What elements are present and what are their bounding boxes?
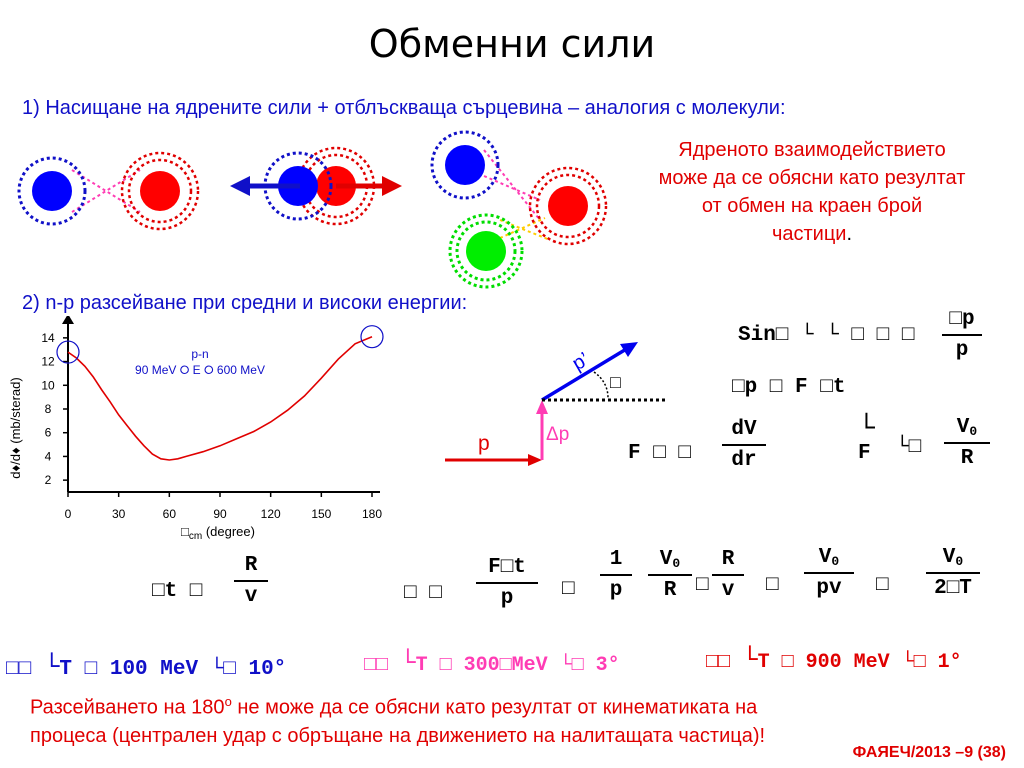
chart-x-tick-label: 30 [112, 507, 126, 521]
force-formula-lhs: F □ □ [628, 442, 692, 465]
chain-eq-1: □ [562, 578, 575, 601]
chain-fraction-5: V0 pv [804, 546, 854, 600]
force-approx-fraction: V0 R [944, 416, 990, 470]
pair-separated [17, 151, 200, 231]
triple-exchange [430, 130, 608, 289]
chart-y-tick-label: 2 [45, 473, 52, 487]
slide-footer: ФАЯЕЧ/2013 –9 (38) [852, 744, 1006, 761]
chain-mid: □ [696, 574, 709, 597]
chart-x-tick-label: 90 [213, 507, 227, 521]
chart-x-tick-label: 60 [163, 507, 177, 521]
chart-x-tick-label: 150 [311, 507, 331, 521]
momentum-transfer-diagram: p p’ Δp □ [445, 342, 666, 466]
chain-fraction-3: V0 R [648, 548, 692, 602]
chain-eq-2: □ [766, 574, 779, 597]
chart-x-tick-label: 120 [261, 507, 281, 521]
chart-highlight-circle-0 [56, 340, 80, 364]
chain-fraction-6: V0 2□T [926, 546, 980, 600]
dp-label: Δp [546, 424, 569, 445]
point-1-text: 1) Насищане на ядрените сили + отблъсква… [22, 97, 786, 119]
conclusion-text: Разсейването на 180o не може да се обясн… [30, 694, 766, 747]
force-approx-f: F [858, 442, 871, 465]
sin-fraction: □p p [942, 308, 982, 362]
theta-symbol: □ [610, 372, 621, 392]
nucleon-exchange-illustration [17, 130, 608, 289]
impulse-formula: □p □ F □t [732, 376, 846, 399]
chart-y-tick-label: 12 [41, 355, 55, 369]
cross-section-chart: d♦/d♦ (mb/sterad) p-n 90 MeV ⭘ E ⭘ 600 M… [8, 316, 384, 542]
chart-x-tick-label: 180 [362, 507, 382, 521]
chart-x-label: □cm (degree) [181, 524, 255, 542]
chain-fraction-1: F□t p [476, 556, 538, 610]
page-title: Обменни сили [368, 22, 656, 66]
chart-y-tick-label: 14 [41, 331, 55, 345]
chart-annotation-range: 90 MeV ⭘ E ⭘ 600 MeV [135, 363, 265, 377]
energy-case-300mev: □□ └T □ 300□MeV └□ 3° [364, 648, 620, 678]
chart-y-tick-label: 4 [45, 449, 52, 463]
chart-highlight-circle-180 [360, 325, 384, 349]
chart-annotation-top: p-n [191, 347, 208, 361]
chart-y-tick-label: 8 [45, 402, 52, 416]
time-formula-lhs: □t □ [152, 580, 203, 603]
force-approx-mid: └□ [896, 436, 922, 459]
sin-formula-lhs: Sin□ └ └ □ □ □ [738, 324, 915, 347]
chart-y-tick-label: 6 [45, 426, 52, 440]
chart-y-label: d♦/d♦ (mb/sterad) [8, 377, 23, 478]
p-label: p [478, 432, 490, 455]
chart-y-tick-label: 10 [41, 378, 55, 392]
force-derivative-fraction: dV dr [722, 418, 766, 472]
chain-lhs: □ □ [404, 582, 442, 605]
point-2-text: 2) n-p разсейване при средни и високи ен… [22, 292, 468, 314]
force-approx-bar: └ [858, 414, 875, 445]
energy-case-900mev: □□ └T □ 900 MeV └□ 1° [706, 645, 962, 675]
pair-repulsive-core [230, 146, 402, 226]
chain-eq-3: □ [876, 574, 889, 597]
chart-series-line [67, 335, 373, 461]
exchange-explanation: Ядреното взаимодействието може да се обя… [658, 139, 966, 245]
chart-x-tick-label: 0 [65, 507, 72, 521]
energy-case-100mev: □□ └T □ 100 MeV └□ 10° [6, 652, 287, 682]
chart-y-arrow [62, 316, 74, 324]
